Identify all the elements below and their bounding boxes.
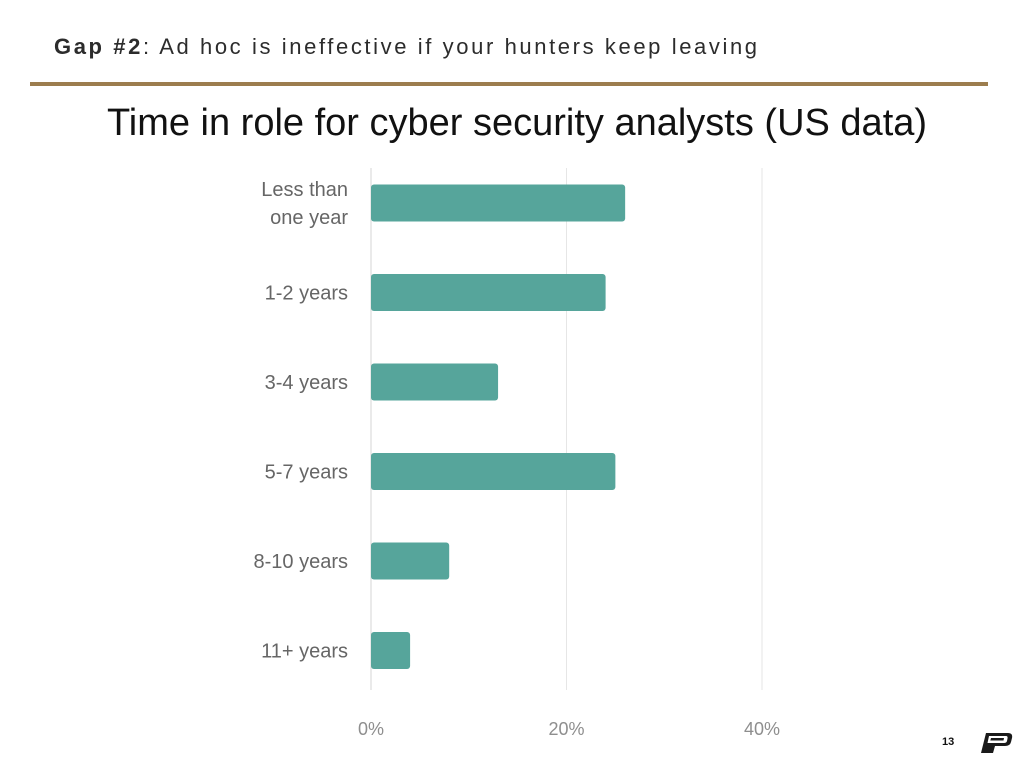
bar [371,363,499,401]
x-tick-label: 20% [548,719,584,739]
category-label: 1-2 years [265,283,348,305]
category-label: 3-4 years [265,372,348,394]
category-label: Less than one year [261,179,348,229]
category-label: 5-7 years [265,462,348,484]
bar [371,542,450,580]
x-tick-label: 0% [358,719,384,739]
page-number: 13 [942,736,955,748]
bar [371,274,606,311]
category-label: 11+ years [261,641,348,663]
slide-heading-rest: : Ad hoc is ineffective if your hunters … [142,34,760,59]
x-tick-label: 40% [744,719,780,739]
bar [371,184,626,222]
slide-heading: Gap #2: Ad hoc is ineffective if your hu… [54,34,760,60]
heading-divider [30,82,988,86]
purdue-p-logo-icon [981,733,1013,753]
category-label: 8-10 years [254,551,349,573]
chart-title: Time in role for cyber security analysts… [106,102,928,144]
bar [371,632,411,669]
slide-heading-bold: Gap #2 [54,34,143,59]
bar [371,453,616,490]
